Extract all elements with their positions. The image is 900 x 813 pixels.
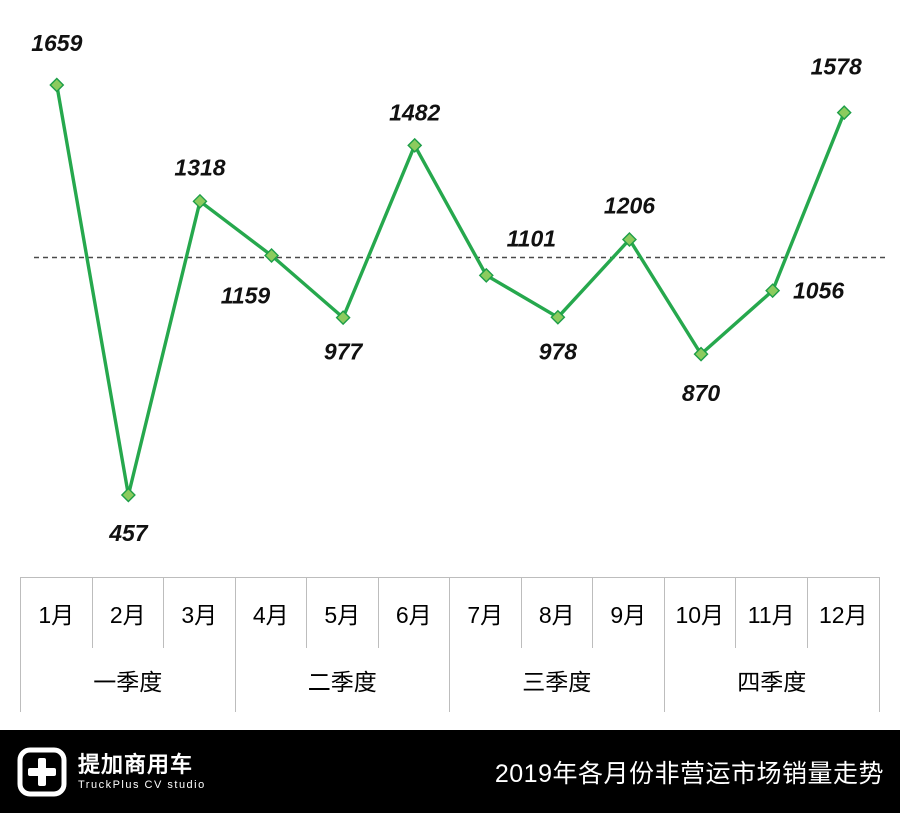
data-label: 457 (108, 520, 149, 546)
brand-text: 提加商用车 TruckPlus CV studio (78, 752, 206, 792)
data-label: 1159 (221, 283, 271, 309)
data-point-marker (264, 248, 280, 264)
data-point-marker (693, 346, 709, 362)
data-point-marker (192, 193, 208, 209)
month-cell: 2月 (93, 578, 164, 648)
data-label: 1206 (604, 193, 655, 219)
data-point-marker (478, 267, 494, 283)
data-point-marker (49, 77, 65, 93)
month-cell: 5月 (307, 578, 379, 648)
quarter-cell: 四季度 (737, 669, 807, 695)
data-point-marker (621, 232, 637, 248)
data-point-marker (407, 137, 423, 153)
data-point-marker (120, 487, 136, 503)
data-label: 1482 (389, 99, 440, 125)
month-cell: 9月 (593, 578, 665, 648)
chart-title: 2019年各月份非营运市场销量走势 (494, 759, 884, 788)
data-label: 1056 (793, 278, 844, 304)
month-cell: 12月 (818, 602, 868, 628)
month-cell: 7月 (450, 578, 522, 648)
brand-name-cn: 提加商用车 (78, 751, 194, 777)
truckplus-logo-icon (17, 747, 67, 796)
trend-line (55, 83, 846, 497)
quarter-cell: 三季度 (450, 648, 665, 712)
data-label: 977 (324, 339, 364, 365)
month-cell: 8月 (522, 578, 593, 648)
data-label: 870 (682, 380, 721, 406)
month-cell: 10月 (665, 578, 736, 648)
brand-name-en: TruckPlus CV studio (78, 778, 206, 791)
quarter-row: 一季度 二季度 三季度 四季度 (21, 648, 879, 712)
quarter-cell: 一季度 (21, 648, 236, 712)
month-cell: 6月 (379, 578, 450, 648)
month-cell: 4月 (236, 578, 307, 648)
data-point-marker (335, 310, 351, 326)
trend-chart: 1659 457 1318 1159 977 1482 1101 978 1206 870 1056… (31, 30, 886, 546)
footer-bar: 提加商用车 TruckPlus CV studio 2019年各月份非营运市场销… (0, 730, 900, 813)
data-point-marker (550, 309, 566, 325)
data-label: 1659 (31, 30, 82, 56)
month-cell: 11月 (736, 578, 808, 648)
quarter-cell: 二季度 (236, 648, 450, 712)
month-cell: 1月 (21, 578, 93, 648)
data-label: 978 (539, 338, 578, 364)
category-axis-table: 1月 2月 3月 4月 5月 6月 7月 8月 9月 10月 11月 12月 一季度 二季度 三季度 四季度 (20, 577, 880, 712)
data-label: 1578 (811, 54, 862, 80)
data-label: 1318 (174, 154, 225, 180)
month-cell: 3月 (164, 578, 236, 648)
month-row: 1月 2月 3月 4月 5月 6月 7月 8月 9月 10月 11月 12月 (21, 578, 879, 648)
data-point-marker (765, 283, 781, 299)
brand-block: 提加商用车 TruckPlus CV studio (16, 746, 206, 798)
data-point-marker (836, 105, 852, 121)
data-label: 1101 (507, 225, 556, 251)
